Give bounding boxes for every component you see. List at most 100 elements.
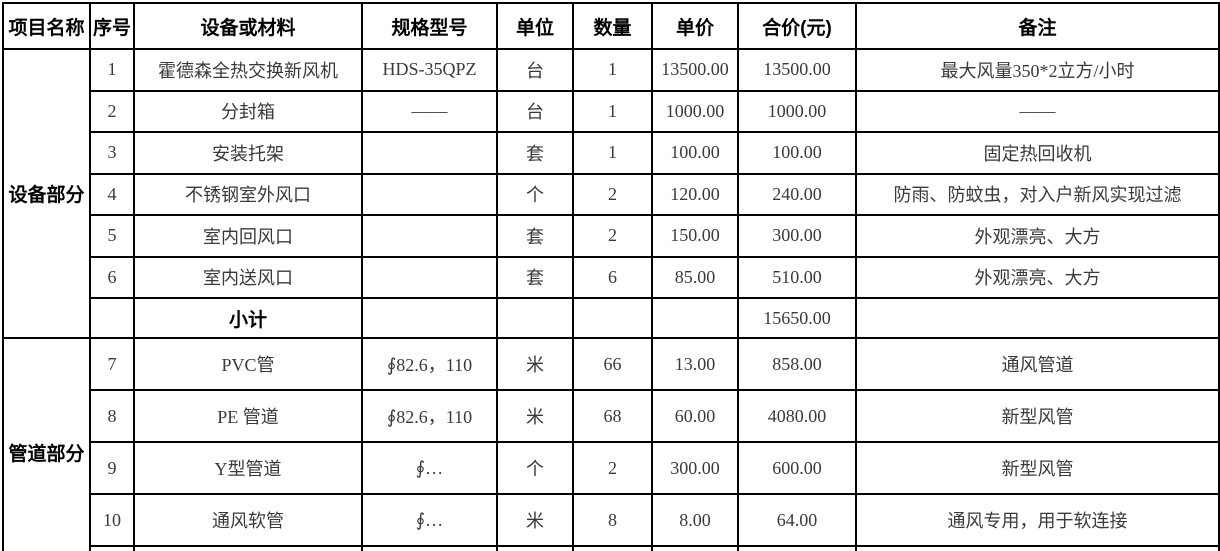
cell-unit: 个	[496, 172, 574, 216]
cell-unit: 套	[496, 255, 574, 299]
table-header-row: 项目名称 序号 设备或材料 规格型号 单位 数量 单价 合价(元) 备注	[2, 2, 1220, 50]
cell-serial: 5	[89, 214, 135, 258]
cell-total: 510.00	[737, 255, 857, 299]
table-row: 6 室内送风口 套 6 85.00 510.00 外观漂亮、大方	[3, 255, 1220, 299]
cell-item-name: 分封箱	[133, 89, 363, 133]
cell-qty: 2	[572, 172, 653, 216]
partial-row	[3, 545, 1220, 551]
subtotal-total-cell: 15650.00	[737, 297, 857, 339]
cell-qty: 1	[572, 48, 653, 92]
cell-spec	[361, 297, 498, 339]
table-row: 设备部分 1 霍德森全热交换新风机 HDS-35QPZ 台 1 13500.00…	[2, 48, 1220, 339]
cell-unit-price: 300.00	[651, 441, 739, 495]
cell-remark: 通风专用，用于软连接	[855, 493, 1220, 547]
cell-serial: 9	[89, 441, 135, 495]
cell-total: 240.00	[737, 172, 857, 216]
subtotal-label-cell: 小计	[133, 297, 363, 339]
table-row: 4 不锈钢室外风口 个 2 120.00 240.00 防雨、防蚊虫，对入户新风…	[3, 172, 1220, 216]
cell-remark: 固定热回收机	[855, 131, 1220, 175]
cell-remark: 防雨、防蚊虫，对入户新风实现过滤	[855, 172, 1220, 216]
table-row: 3 安装托架 套 1 100.00 100.00 固定热回收机	[3, 131, 1220, 175]
cell-total: 1000.00	[737, 89, 857, 133]
cell-unit-price: 13.00	[651, 337, 739, 391]
cell-total: 300.00	[737, 214, 857, 258]
cell-qty: 2	[572, 441, 653, 495]
cell-total: 4080.00	[737, 389, 857, 443]
cell-remark: 最大风量350*2立方/小时	[855, 48, 1220, 92]
cell-serial: 2	[89, 89, 135, 133]
header-spec: 规格型号	[361, 2, 498, 50]
cell-unit: 套	[496, 214, 574, 258]
cell-unit-price: 150.00	[651, 214, 739, 258]
cell-remark: 新型风管	[855, 389, 1220, 443]
header-unit: 单位	[496, 2, 574, 50]
cell-serial: 1	[89, 48, 135, 92]
cell-spec: ∮…	[361, 441, 498, 495]
cell-unit-price	[651, 545, 739, 551]
cell-unit-price: 120.00	[651, 172, 739, 216]
cell-spec	[361, 545, 498, 551]
table-row: 9 Y型管道 ∮… 个 2 300.00 600.00 新型风管	[3, 441, 1220, 495]
cell-total	[737, 545, 857, 551]
cell-unit: 米	[496, 389, 574, 443]
cell-serial: 3	[89, 131, 135, 175]
cell-qty: 68	[572, 389, 653, 443]
cell-unit-price: 1000.00	[651, 89, 739, 133]
header-qty: 数量	[572, 2, 653, 50]
cell-serial	[89, 545, 135, 551]
cell-unit	[496, 545, 574, 551]
cell-serial: 4	[89, 172, 135, 216]
cell-spec: ∮…	[361, 493, 498, 547]
table-row: 8 PE 管道 ∮82.6，110 米 68 60.00 4080.00 新型风…	[3, 389, 1220, 443]
table-row: 10 通风软管 ∮… 米 8 8.00 64.00 通风专用，用于软连接	[3, 493, 1220, 547]
table-row: 管道部分 7 PVC管 ∮82.6，110 米 66 13.00 858.00 …	[2, 337, 1220, 551]
cell-item-name: PVC管	[133, 337, 363, 391]
cell-total: 13500.00	[737, 48, 857, 92]
cell-unit: 米	[496, 493, 574, 547]
cell-unit: 个	[496, 441, 574, 495]
header-serial: 序号	[89, 2, 135, 50]
table-row: 5 室内回风口 套 2 150.00 300.00 外观漂亮、大方	[3, 214, 1220, 258]
cell-qty: 1	[572, 131, 653, 175]
cell-remark: 新型风管	[855, 441, 1220, 495]
header-item: 设备或材料	[133, 2, 363, 50]
cell-unit-price: 100.00	[651, 131, 739, 175]
cell-qty: 2	[572, 214, 653, 258]
cell-unit: 套	[496, 131, 574, 175]
cell-item-name: 室内回风口	[133, 214, 363, 258]
cell-qty: 1	[572, 89, 653, 133]
cell-unit-price: 13500.00	[651, 48, 739, 92]
header-project-name: 项目名称	[2, 2, 91, 50]
cell-remark: 外观漂亮、大方	[855, 214, 1220, 258]
cell-spec	[361, 255, 498, 299]
cell-unit-price	[651, 297, 739, 339]
cell-spec	[361, 131, 498, 175]
cell-unit-price: 8.00	[651, 493, 739, 547]
cell-total: 858.00	[737, 337, 857, 391]
cell-remark: 通风管道	[855, 337, 1220, 391]
cell-unit	[496, 297, 574, 339]
cell-spec: HDS-35QPZ	[361, 48, 498, 92]
cell-total: 64.00	[737, 493, 857, 547]
cell-remark	[855, 545, 1220, 551]
cell-spec: ——	[361, 89, 498, 133]
cell-serial: 6	[89, 255, 135, 299]
cell-qty	[572, 545, 653, 551]
cell-spec: ∮82.6，110	[361, 389, 498, 443]
cell-item-name: Y型管道	[133, 441, 363, 495]
cell-serial: 10	[89, 493, 135, 547]
cell-spec	[361, 172, 498, 216]
cell-remark: 外观漂亮、大方	[855, 255, 1220, 299]
cell-item-name: 室内送风口	[133, 255, 363, 299]
cell-remark	[855, 297, 1220, 339]
cell-qty: 66	[572, 337, 653, 391]
cell-qty: 6	[572, 255, 653, 299]
cell-qty: 8	[572, 493, 653, 547]
cell-item-name: 不锈钢室外风口	[133, 172, 363, 216]
cell-total: 100.00	[737, 131, 857, 175]
cell-item-name: 霍德森全热交换新风机	[133, 48, 363, 92]
header-remark: 备注	[855, 2, 1220, 50]
cell-item-name: 通风软管	[133, 493, 363, 547]
